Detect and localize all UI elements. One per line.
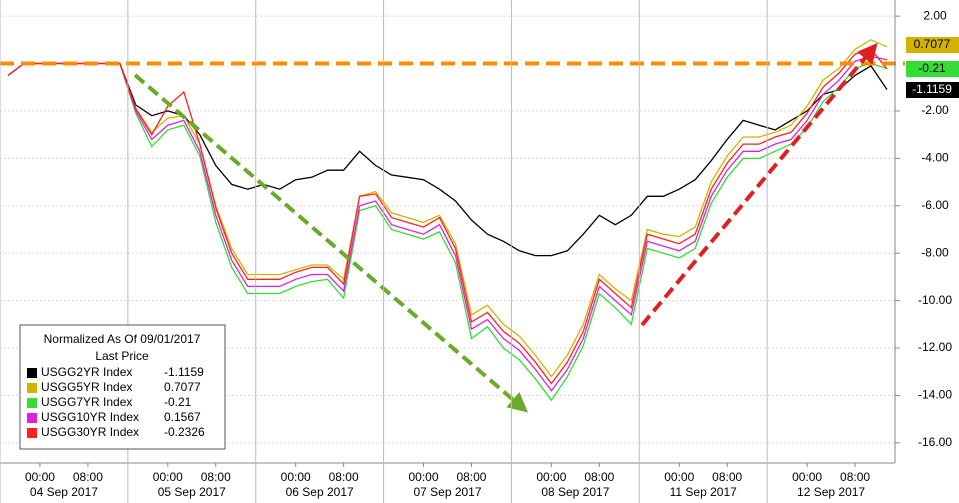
series-line xyxy=(7,55,888,392)
x-tick-label: 08:00 xyxy=(584,470,614,484)
series-line xyxy=(7,48,888,385)
value-box xyxy=(906,37,959,53)
x-tick-label: 08:00 xyxy=(73,470,103,484)
y-tick-label: -12.00 xyxy=(918,340,952,354)
legend: Normalized As Of 09/01/2017 Last Price U… xyxy=(19,324,226,450)
legend-box xyxy=(19,324,226,450)
x-tick-label: 08:00 xyxy=(456,470,486,484)
y-tick-label: -6.00 xyxy=(921,198,949,212)
legend-swatch xyxy=(27,398,37,408)
day-label: 04 Sep 2017 xyxy=(30,485,98,499)
x-tick-label: 00:00 xyxy=(664,470,694,484)
x-tick-label: 00:00 xyxy=(409,470,439,484)
day-label: 06 Sep 2017 xyxy=(286,485,354,499)
legend-value: -0.2326 xyxy=(164,425,205,439)
legend-label: USGG7YR Index xyxy=(41,395,132,409)
y-tick-label: -8.00 xyxy=(921,245,949,259)
legend-value: 0.7077 xyxy=(164,380,201,394)
value-box-label: -0.21 xyxy=(918,61,946,75)
x-tick-label: 08:00 xyxy=(712,470,742,484)
value-boxes: 0.7077 -0.21 -1.1159 xyxy=(906,37,959,98)
legend-label: USGG5YR Index xyxy=(41,380,132,394)
day-label: 07 Sep 2017 xyxy=(413,485,481,499)
legend-label: USGG10YR Index xyxy=(41,410,139,424)
legend-value: -0.21 xyxy=(164,395,192,409)
y-tick-label: -16.00 xyxy=(918,435,952,449)
x-tick-label: 00:00 xyxy=(153,470,183,484)
day-label: 12 Sep 2017 xyxy=(797,485,865,499)
legend-value: -1.1159 xyxy=(164,365,204,379)
value-box-label: 0.7077 xyxy=(914,37,951,51)
y-tick-label: -4.00 xyxy=(921,151,949,165)
x-tick-label: 00:00 xyxy=(792,470,822,484)
legend-label: USGG2YR Index xyxy=(41,365,132,379)
y-tick-label: -14.00 xyxy=(918,388,952,402)
x-tick-label: 00:00 xyxy=(25,470,55,484)
series-line xyxy=(7,62,888,257)
x-tick-label: 08:00 xyxy=(201,470,231,484)
value-box xyxy=(906,82,959,98)
day-label: 08 Sep 2017 xyxy=(541,485,609,499)
legend-swatch xyxy=(27,368,37,378)
value-box-label: -1.1159 xyxy=(912,82,952,96)
trend-arrow xyxy=(133,73,529,413)
value-box xyxy=(906,61,959,77)
legend-title: Normalized As Of 09/01/2017 xyxy=(44,332,201,346)
legend-swatch xyxy=(27,428,37,438)
y-tick-label: -2.00 xyxy=(921,103,949,117)
day-label: 05 Sep 2017 xyxy=(158,485,226,499)
series-line xyxy=(7,62,888,402)
legend-label: USGG30YR Index xyxy=(41,425,139,439)
legend-swatch xyxy=(27,383,37,393)
y-tick-label: 2.00 xyxy=(923,8,947,22)
trend-arrow xyxy=(640,42,878,327)
legend-swatch xyxy=(27,413,37,423)
x-tick-label: 08:00 xyxy=(840,470,870,484)
day-label: 11 Sep 2017 xyxy=(670,485,737,499)
legend-subtitle: Last Price xyxy=(95,349,149,363)
x-tick-label: 00:00 xyxy=(281,470,311,484)
legend-value: 0.1567 xyxy=(164,410,201,424)
x-tick-label: 00:00 xyxy=(536,470,566,484)
x-tick-label: 08:00 xyxy=(329,470,359,484)
lines xyxy=(0,39,905,402)
y-tick-label: -10.00 xyxy=(918,293,952,307)
